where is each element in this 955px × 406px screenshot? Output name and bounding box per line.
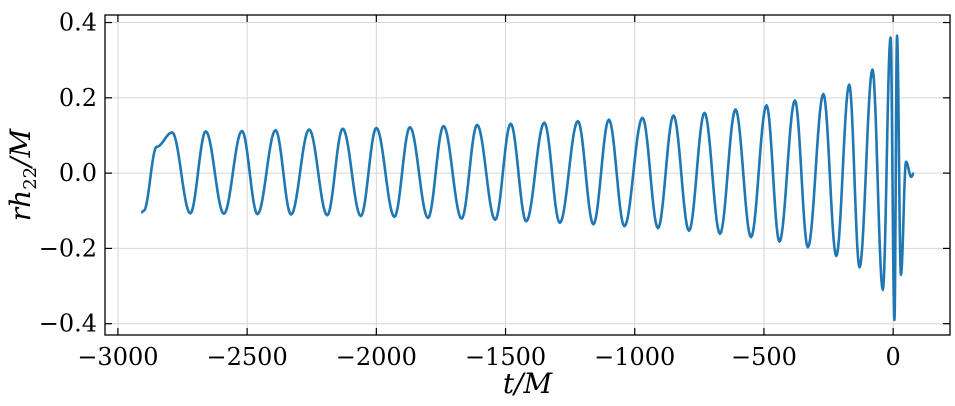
x-axis-label: t/M <box>503 367 554 400</box>
plot-frame <box>104 14 951 336</box>
y-tick-label: 0.4 <box>59 9 97 37</box>
x-tick-label: −1000 <box>594 343 675 371</box>
x-tick-label: −3000 <box>77 343 158 371</box>
y-tick-label: −0.4 <box>39 310 97 338</box>
y-tick-label: −0.2 <box>39 234 97 262</box>
x-tick-label: 0 <box>886 343 901 371</box>
axis-ticks <box>105 15 950 335</box>
y-tick-label: 0.0 <box>59 159 97 187</box>
y-tick-label: 0.2 <box>59 84 97 112</box>
grid-lines <box>105 15 950 335</box>
x-tick-label: −2000 <box>336 343 417 371</box>
x-tick-label: −1500 <box>465 343 546 371</box>
x-tick-label: −500 <box>731 343 797 371</box>
waveform-series-line <box>140 34 915 322</box>
x-tick-label: −2500 <box>207 343 288 371</box>
series-layer <box>140 34 915 322</box>
y-axis-label: rh22/M <box>4 127 41 221</box>
